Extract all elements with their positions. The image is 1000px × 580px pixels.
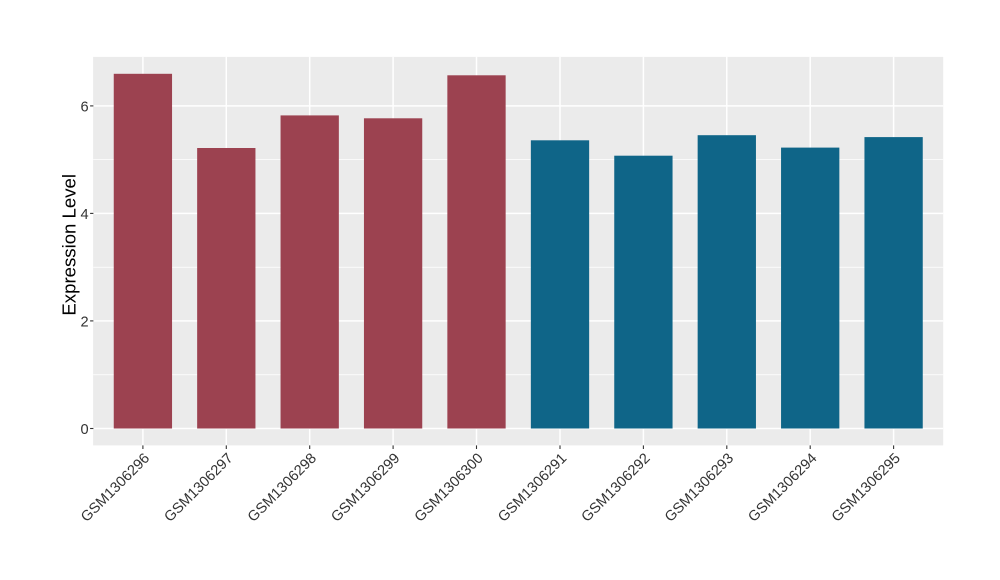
svg-text:2: 2 [80,315,88,331]
svg-text:6: 6 [80,100,88,116]
svg-text:0: 0 [80,422,88,438]
svg-text:4: 4 [80,207,88,223]
svg-text:Expression Level: Expression Level [59,174,80,316]
